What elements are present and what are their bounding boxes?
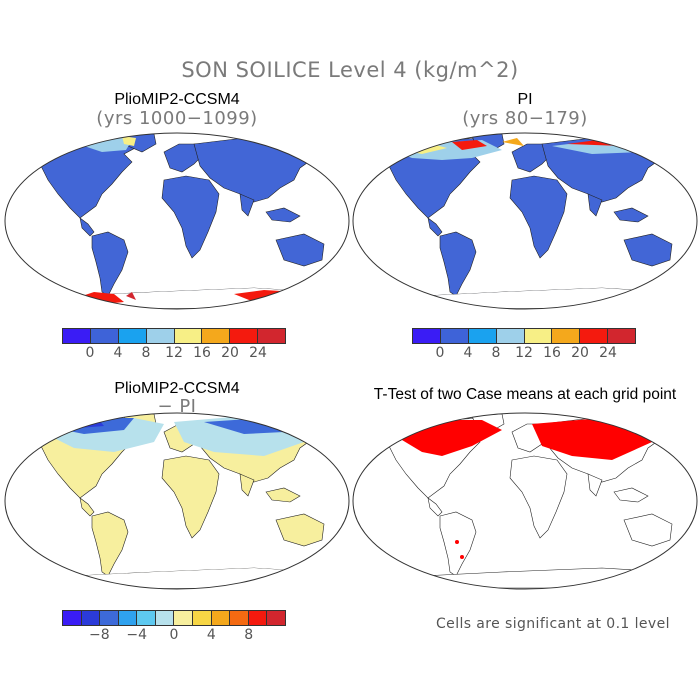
colorbar-swatch bbox=[413, 329, 441, 343]
panel-tl-title: PlioMIP2-CCSM4 bbox=[114, 91, 240, 108]
colorbar-swatch bbox=[267, 611, 285, 625]
map-panel-br bbox=[352, 412, 698, 590]
colorbar-swatch bbox=[100, 611, 119, 625]
figure-title: SON SOILICE Level 4 (kg/m^2) bbox=[181, 58, 519, 82]
colorbar-swatch bbox=[468, 329, 497, 343]
map-panel-tr bbox=[352, 132, 698, 310]
colorbar-swatch bbox=[230, 329, 259, 343]
colorbar-swatch bbox=[258, 329, 285, 343]
colorbar-tick-label: 0 bbox=[85, 345, 95, 361]
colorbar-swatch bbox=[81, 611, 101, 625]
colorbar-tick-label: 12 bbox=[515, 345, 533, 361]
colorbar-diff-swatches bbox=[62, 610, 286, 626]
colorbar-tick-label: 4 bbox=[206, 627, 216, 643]
colorbar-swatch bbox=[202, 329, 231, 343]
colorbar-swatch bbox=[608, 329, 635, 343]
colorbar-diff bbox=[62, 610, 286, 626]
colorbar-swatch bbox=[248, 611, 268, 625]
significance-note: Cells are significant at 0.1 level bbox=[436, 616, 670, 632]
colorbar-swatch bbox=[580, 329, 609, 343]
colorbar-swatch bbox=[552, 329, 581, 343]
colorbar-swatch bbox=[155, 611, 175, 625]
colorbar-tick-label: −4 bbox=[126, 627, 147, 643]
colorbar-swatch bbox=[524, 329, 553, 343]
panel-tr-title: PI bbox=[517, 91, 533, 108]
colorbar-swatch bbox=[440, 329, 469, 343]
colorbar-tick-label: 8 bbox=[244, 627, 254, 643]
colorbar-tick-label: 16 bbox=[543, 345, 561, 361]
colorbar-tick-label: 8 bbox=[141, 345, 151, 361]
colorbar-swatch bbox=[137, 611, 156, 625]
map-panel-bl bbox=[4, 412, 350, 590]
colorbar-swatch bbox=[146, 329, 175, 343]
colorbar-swatch bbox=[90, 329, 119, 343]
colorbar-swatch bbox=[118, 329, 147, 343]
colorbar-swatch bbox=[174, 329, 203, 343]
colorbar-tick-label: 20 bbox=[571, 345, 589, 361]
colorbar-tick-label: 8 bbox=[491, 345, 501, 361]
colorbar-tick-label: 0 bbox=[169, 627, 179, 643]
colorbar-tick-label: 4 bbox=[463, 345, 473, 361]
panel-bl-title: PlioMIP2-CCSM4 bbox=[114, 380, 240, 397]
colorbar-tick-label: 4 bbox=[113, 345, 123, 361]
colorbar-swatch bbox=[174, 611, 194, 625]
map-panel-tl bbox=[4, 132, 350, 310]
colorbar-tick-label: 20 bbox=[221, 345, 239, 361]
panel-tl-subtitle: (yrs 1000−1099) bbox=[96, 108, 258, 129]
colorbar-left-swatches bbox=[62, 328, 286, 344]
colorbar-swatch bbox=[63, 611, 82, 625]
colorbar-tick-label: −8 bbox=[89, 627, 110, 643]
colorbar-right bbox=[412, 328, 636, 344]
colorbar-swatch bbox=[211, 611, 231, 625]
colorbar-swatch bbox=[230, 611, 249, 625]
colorbar-swatch bbox=[193, 611, 212, 625]
colorbar-right-swatches bbox=[412, 328, 636, 344]
colorbar-left bbox=[62, 328, 286, 344]
colorbar-tick-label: 16 bbox=[193, 345, 211, 361]
colorbar-tick-label: 12 bbox=[165, 345, 183, 361]
colorbar-swatch bbox=[496, 329, 525, 343]
panel-br-title: T-Test of two Case means at each grid po… bbox=[373, 386, 677, 403]
panel-bl-subtitle: − PI bbox=[157, 396, 197, 417]
colorbar-swatch bbox=[63, 329, 91, 343]
colorbar-tick-label: 0 bbox=[435, 345, 445, 361]
colorbar-tick-label: 24 bbox=[599, 345, 617, 361]
panel-tr-subtitle: (yrs 80−179) bbox=[462, 108, 588, 129]
colorbar-swatch bbox=[118, 611, 138, 625]
colorbar-tick-label: 24 bbox=[249, 345, 267, 361]
